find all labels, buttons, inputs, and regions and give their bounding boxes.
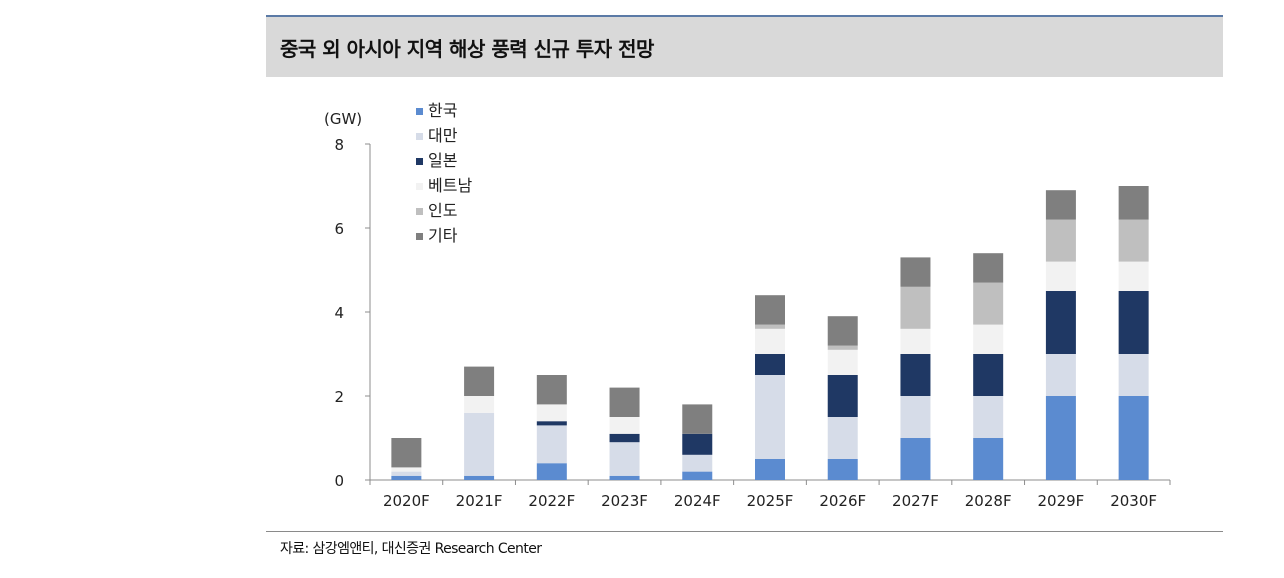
bar-segment-1 bbox=[464, 475, 495, 480]
bar-segment-5 bbox=[755, 324, 785, 329]
bar-segment-2 bbox=[900, 396, 931, 438]
bar-segment-2 bbox=[682, 454, 713, 472]
x-tick-label: 2030F bbox=[1110, 492, 1157, 510]
bar-segment-4 bbox=[973, 324, 1004, 354]
y-axis-unit-label: (GW) bbox=[324, 110, 362, 128]
bar-segment-2 bbox=[827, 417, 858, 459]
bar-segment-2 bbox=[536, 425, 567, 464]
bar-segment-1 bbox=[536, 463, 567, 480]
legend-label: 기타 bbox=[428, 226, 458, 245]
bar-segment-6 bbox=[755, 295, 785, 325]
x-tick-label: 2021F bbox=[456, 492, 503, 510]
chart-title: 중국 외 아시아 지역 해상 풍력 신규 투자 전망 bbox=[280, 37, 654, 61]
bar-segment-2 bbox=[1045, 354, 1076, 396]
bar-segment-5 bbox=[973, 282, 1004, 325]
x-tick-label: 2020F bbox=[383, 492, 430, 510]
bar-segment-1 bbox=[900, 438, 931, 480]
bar-segment-5 bbox=[827, 345, 858, 350]
bar-segment-1 bbox=[827, 459, 858, 480]
bar-segment-4 bbox=[536, 404, 567, 422]
chart-area: 0 2 4 6 8 (GW) 2020F 2021F 2022F 2023F 2024F 2025F 2… bbox=[266, 78, 1223, 530]
bar-segment-3 bbox=[900, 354, 931, 396]
legend-label: 일본 bbox=[428, 151, 457, 170]
legend-swatch bbox=[416, 108, 423, 115]
y-tick-label: 8 bbox=[334, 136, 344, 154]
bar-segment-1 bbox=[973, 438, 1004, 480]
bar-segment-1 bbox=[1118, 396, 1149, 480]
bar-segment-3 bbox=[827, 375, 858, 417]
legend-label: 인도 bbox=[428, 201, 457, 220]
bar-segment-1 bbox=[1045, 396, 1076, 480]
bar-segment-2 bbox=[609, 442, 640, 476]
bar-segment-6 bbox=[973, 253, 1004, 283]
bar-segment-2 bbox=[1118, 354, 1149, 396]
bar-segment-6 bbox=[827, 316, 858, 346]
x-tick-label: 2022F bbox=[528, 492, 575, 510]
y-tick-label: 2 bbox=[334, 388, 344, 406]
bar-segment-4 bbox=[827, 349, 858, 375]
source-note: 자료: 삼강엠앤티, 대신증권 Research Center bbox=[280, 541, 542, 557]
bar-segment-6 bbox=[900, 257, 931, 287]
x-tick-label: 2023F bbox=[601, 492, 648, 510]
bar-segment-4 bbox=[900, 328, 931, 354]
legend-label: 베트남 bbox=[428, 176, 472, 195]
bar-segment-4 bbox=[391, 467, 422, 472]
bar-segment-3 bbox=[973, 354, 1004, 396]
bar-segment-6 bbox=[682, 404, 713, 434]
bar-segment-3 bbox=[1118, 291, 1149, 354]
bar-segment-4 bbox=[464, 396, 495, 413]
bar-segment-6 bbox=[464, 366, 495, 396]
bar-segment-5 bbox=[900, 286, 931, 329]
legend-label: 한국 bbox=[428, 101, 457, 120]
x-tick-label: 2029F bbox=[1038, 492, 1085, 510]
y-tick-label: 0 bbox=[334, 472, 344, 490]
bar-segment-2 bbox=[973, 396, 1004, 438]
bar-segment-6 bbox=[1045, 190, 1076, 220]
title-bar: 중국 외 아시아 지역 해상 풍력 신규 투자 전망 bbox=[266, 15, 1223, 77]
bar-segment-5 bbox=[1118, 219, 1149, 262]
bar-segment-2 bbox=[755, 375, 785, 459]
bar-segment-3 bbox=[682, 433, 713, 455]
bar-segment-3 bbox=[755, 354, 785, 375]
bar-segment-2 bbox=[464, 412, 495, 476]
bar-segment-4 bbox=[609, 417, 640, 434]
bar-segment-1 bbox=[609, 475, 640, 480]
bar-segment-6 bbox=[609, 387, 640, 417]
x-tick-label: 2027F bbox=[892, 492, 939, 510]
bars bbox=[391, 186, 1149, 480]
bar-segment-1 bbox=[682, 471, 713, 480]
stacked-bar-chart: 0 2 4 6 8 (GW) 2020F 2021F 2022F 2023F 2024F 2025F 2… bbox=[324, 101, 1171, 510]
x-tick-label: 2026F bbox=[819, 492, 866, 510]
axes: 0 2 4 6 8 (GW) 2020F 2021F 2022F 2023F 2024F 2025F 2… bbox=[324, 110, 1171, 510]
bar-segment-1 bbox=[391, 475, 422, 480]
legend-swatch bbox=[416, 208, 423, 215]
y-tick-label: 6 bbox=[334, 220, 344, 238]
y-tick-label: 4 bbox=[334, 304, 344, 322]
legend-label: 대만 bbox=[428, 126, 458, 145]
bar-segment-3 bbox=[536, 421, 567, 426]
bottom-divider bbox=[266, 531, 1223, 532]
bar-segment-2 bbox=[391, 471, 422, 476]
bar-segment-3 bbox=[609, 433, 640, 443]
x-tick-label: 2025F bbox=[747, 492, 794, 510]
bar-segment-4 bbox=[755, 328, 785, 354]
bar-segment-4 bbox=[1118, 261, 1149, 291]
bar-segment-5 bbox=[1045, 219, 1076, 262]
bar-segment-6 bbox=[1118, 186, 1149, 220]
bar-segment-3 bbox=[1045, 291, 1076, 354]
bar-segment-1 bbox=[755, 459, 785, 480]
legend-swatch bbox=[416, 158, 423, 165]
bar-segment-6 bbox=[536, 375, 567, 405]
bar-segment-6 bbox=[391, 438, 422, 468]
legend-swatch bbox=[416, 183, 423, 190]
bar-segment-4 bbox=[1045, 261, 1076, 291]
legend-swatch bbox=[416, 233, 423, 240]
x-tick-label: 2028F bbox=[965, 492, 1012, 510]
legend-swatch bbox=[416, 133, 423, 140]
x-tick-label: 2024F bbox=[674, 492, 721, 510]
